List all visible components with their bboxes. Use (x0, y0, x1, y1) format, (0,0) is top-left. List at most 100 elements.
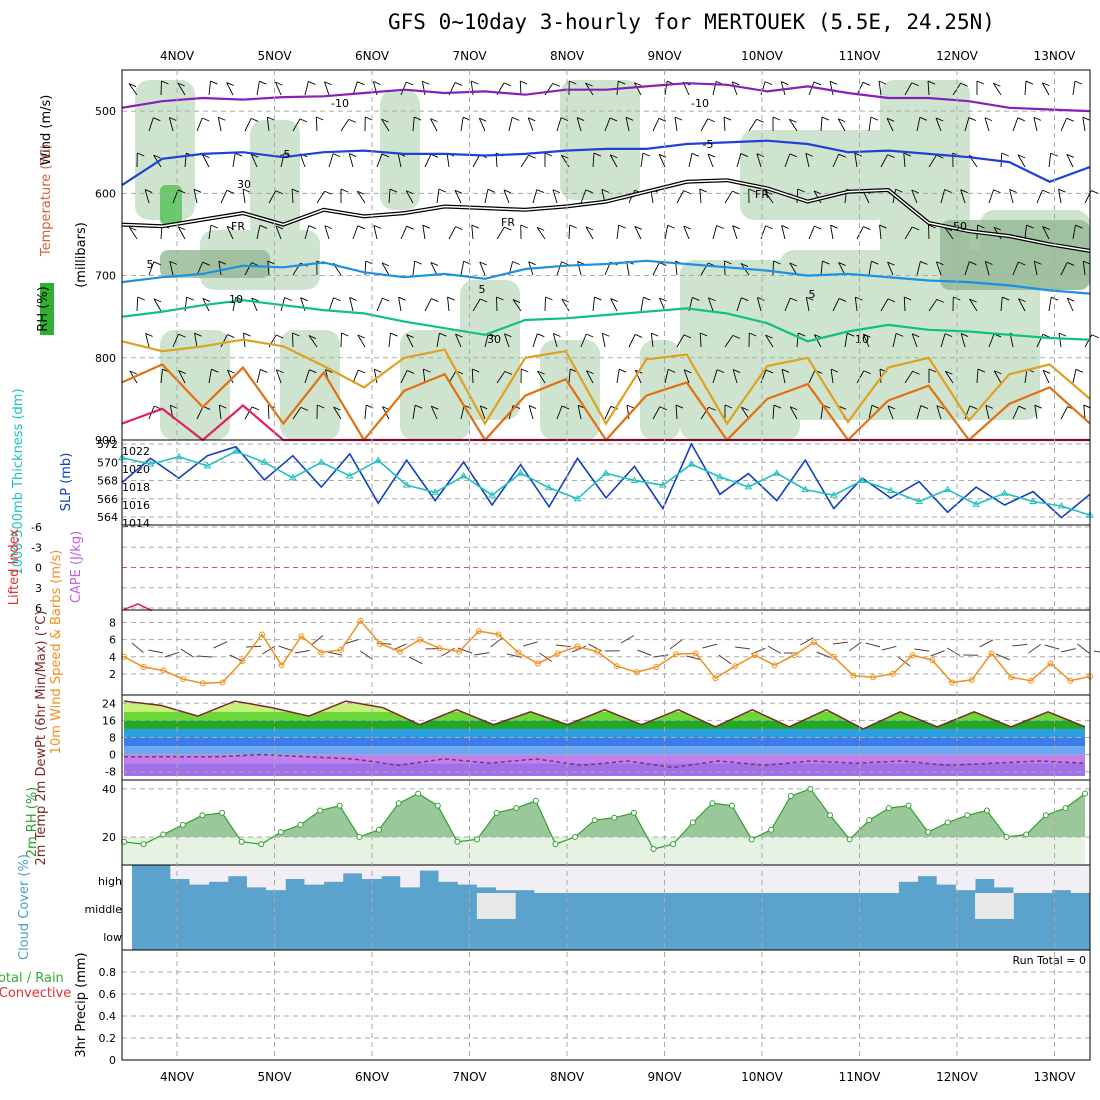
wind-barb (664, 225, 669, 240)
wind-barb (202, 154, 210, 159)
wind-barb (373, 81, 381, 85)
wind-barb (324, 190, 332, 195)
wind-barb (1091, 334, 1099, 339)
wind-barb (1017, 154, 1026, 168)
wind-barb (226, 82, 234, 96)
cloud-high-bar (1013, 865, 1034, 893)
thickness-marker (516, 469, 525, 476)
surface-wind-barb (506, 653, 522, 658)
wind-barb (814, 334, 822, 348)
rh-point (297, 821, 304, 828)
wind-barb (177, 82, 185, 87)
wind-barb (912, 226, 920, 231)
wind-barb (232, 153, 236, 168)
wind-barb (398, 297, 402, 312)
cloud-high-bar (572, 865, 593, 893)
rh-point (846, 836, 853, 843)
wind-barb (235, 152, 243, 157)
wind-barb (912, 333, 920, 338)
wind-barb (1017, 117, 1025, 122)
wind-barb (837, 118, 846, 132)
wind-speed-point (1027, 677, 1034, 684)
wind-barb (1012, 406, 1020, 420)
wind-barb (1042, 333, 1051, 338)
wind-barb (196, 117, 203, 132)
wind-barb (504, 370, 513, 375)
wind-barb (1082, 261, 1086, 276)
wind-barb (700, 332, 708, 337)
wind-barb (736, 297, 742, 312)
wind-barb (144, 189, 153, 193)
wind-barb (1060, 262, 1068, 276)
wind-barb (194, 332, 202, 337)
wind-speed-point (791, 652, 798, 659)
surface-wind-barb (359, 650, 373, 660)
wind-barb (880, 298, 889, 312)
temp-line (123, 700, 1086, 730)
wind-barb (856, 370, 865, 384)
thickness-marker (1000, 489, 1009, 496)
cloud-high-bar (994, 865, 1014, 888)
wind-barb (1042, 82, 1050, 87)
precip-axis-label: 3hr Precip (mm) (74, 952, 89, 1057)
wind-barb (340, 188, 349, 193)
wind-barb (406, 334, 414, 348)
wind-barb (218, 405, 222, 420)
total-rain-label: Total / Rain (0, 971, 64, 986)
surface-wind-barb (474, 652, 490, 656)
wind-barb (912, 370, 920, 375)
wind-speed-point (377, 640, 384, 647)
wind-barb (820, 405, 824, 420)
convective-label: Convective (0, 986, 71, 1001)
wind-barb (430, 262, 438, 276)
rh-point (552, 841, 559, 848)
wind-barb (601, 333, 606, 348)
contour-label: 5 (809, 288, 816, 301)
wind-barb (610, 298, 618, 302)
thickness-marker (203, 461, 212, 469)
wind-barb (863, 370, 871, 375)
wind-barb (259, 224, 268, 229)
wind-barb (381, 118, 390, 132)
surface-wind-barb (914, 648, 930, 652)
wind-barb (177, 226, 186, 240)
rh-shade-blob (160, 185, 182, 225)
wind-barb (276, 369, 284, 374)
wind-barb (431, 405, 439, 410)
wind-barb (781, 225, 786, 240)
wind-barb (988, 189, 994, 204)
wind-barb (193, 188, 202, 193)
wind-barb (903, 153, 906, 168)
temp-band (124, 746, 1085, 755)
wind-barb (528, 117, 536, 122)
wind-barb (389, 188, 398, 193)
wind-barb (145, 333, 150, 348)
wind-barb (903, 296, 906, 312)
wind-barb (220, 190, 228, 204)
wind-barb (594, 296, 602, 301)
wind-barb (315, 116, 318, 132)
rh-point (689, 819, 696, 826)
wind-barb (332, 153, 341, 158)
wind-barb (304, 81, 309, 96)
wind-barb (357, 81, 365, 86)
wind-barb (781, 369, 786, 384)
wind-speed-point (1008, 674, 1015, 681)
wind-barb (1074, 80, 1083, 85)
precip-tick-label: 0.6 (99, 988, 117, 1001)
rh-legend-swatch (40, 283, 54, 335)
wind-barb (528, 405, 534, 420)
cloud-high-bar (725, 865, 746, 893)
thickness-marker (915, 497, 924, 504)
wind-barb (916, 117, 921, 132)
wind-barb (388, 333, 391, 348)
wind-barb (960, 189, 966, 204)
wind-barb (1048, 297, 1052, 312)
wind-barb (844, 333, 848, 348)
wind-barb (1072, 81, 1076, 96)
cloud-high-bar (630, 865, 650, 893)
wind-barb (348, 153, 354, 168)
thickness-marker (602, 469, 610, 476)
cloud-high-bar (879, 865, 899, 893)
wind-barb (357, 190, 365, 195)
